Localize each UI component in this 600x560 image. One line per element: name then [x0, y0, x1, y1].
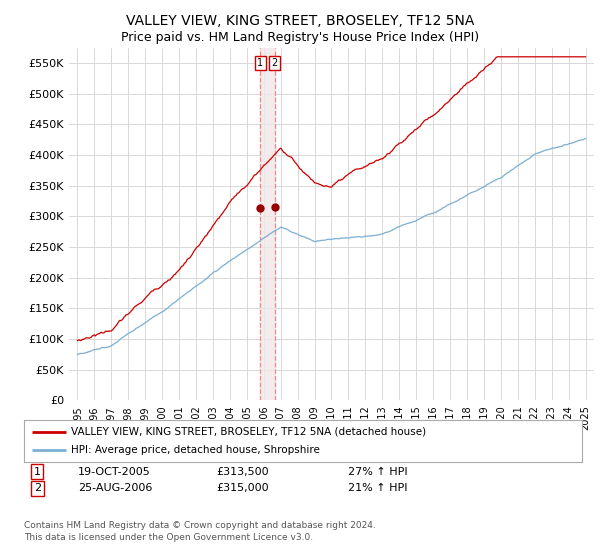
Text: 2: 2 — [34, 483, 41, 493]
Text: VALLEY VIEW, KING STREET, BROSELEY, TF12 5NA: VALLEY VIEW, KING STREET, BROSELEY, TF12… — [126, 14, 474, 28]
Text: HPI: Average price, detached house, Shropshire: HPI: Average price, detached house, Shro… — [71, 445, 320, 455]
Text: 19-OCT-2005: 19-OCT-2005 — [78, 466, 151, 477]
Text: VALLEY VIEW, KING STREET, BROSELEY, TF12 5NA (detached house): VALLEY VIEW, KING STREET, BROSELEY, TF12… — [71, 427, 427, 437]
Text: This data is licensed under the Open Government Licence v3.0.: This data is licensed under the Open Gov… — [24, 533, 313, 542]
Text: £313,500: £313,500 — [216, 466, 269, 477]
Text: Price paid vs. HM Land Registry's House Price Index (HPI): Price paid vs. HM Land Registry's House … — [121, 31, 479, 44]
Text: Contains HM Land Registry data © Crown copyright and database right 2024.: Contains HM Land Registry data © Crown c… — [24, 521, 376, 530]
Text: 25-AUG-2006: 25-AUG-2006 — [78, 483, 152, 493]
Text: 21% ↑ HPI: 21% ↑ HPI — [348, 483, 407, 493]
Text: 1: 1 — [257, 58, 263, 68]
Text: 27% ↑ HPI: 27% ↑ HPI — [348, 466, 407, 477]
Text: 2: 2 — [272, 58, 278, 68]
Text: 1: 1 — [34, 466, 41, 477]
Text: £315,000: £315,000 — [216, 483, 269, 493]
Bar — [260, 48, 275, 400]
